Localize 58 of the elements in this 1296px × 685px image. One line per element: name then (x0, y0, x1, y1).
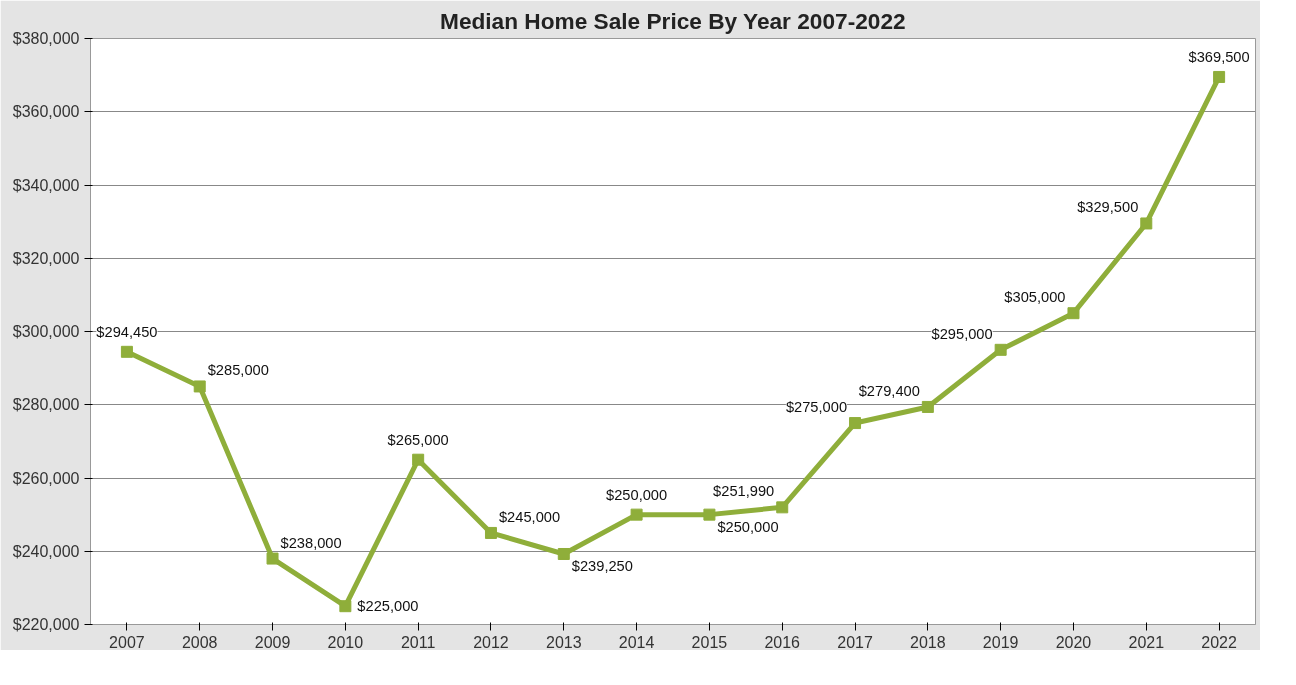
point (1140, 217, 1153, 230)
x-tick-label: 2015 (691, 633, 728, 651)
point (557, 548, 570, 560)
point (266, 552, 279, 565)
x-tick-label: 2017 (837, 633, 873, 651)
x-tick-label: 2011 (400, 633, 436, 651)
point (703, 508, 716, 521)
point (921, 400, 934, 413)
x-tick-label: 2013 (545, 633, 582, 651)
point (776, 501, 789, 514)
y-tick-label: $300,000 (12, 323, 80, 340)
point (193, 380, 206, 393)
x-tick-label: 2009 (254, 633, 291, 651)
data-label: $245,000 (498, 508, 561, 525)
x-tick-label: 2012 (473, 633, 509, 651)
data-label: $294,450 (96, 323, 158, 340)
x-tick-label: 2007 (109, 633, 145, 651)
chart-title: Median Home Sale Price By Year 2007-2022 (440, 7, 906, 34)
x-tick-label: 2021 (1128, 633, 1165, 651)
x-tick-label: 2022 (1201, 633, 1237, 651)
data-label: $251,990 (713, 483, 775, 500)
y-tick-label: $340,000 (12, 176, 80, 194)
x-tick-label: 2008 (181, 633, 218, 651)
data-label: $305,000 (1004, 289, 1066, 306)
data-label: $250,000 (717, 518, 779, 535)
data-label: $275,000 (785, 399, 848, 416)
y-tick-label: $260,000 (12, 469, 80, 487)
x-tick-label: 2010 (327, 633, 364, 651)
data-label: $279,400 (858, 382, 920, 399)
data-label: $265,000 (387, 431, 449, 448)
y-tick-label: $280,000 (12, 396, 80, 414)
y-tick-label: $320,000 (12, 249, 80, 267)
point (1067, 307, 1080, 320)
data-label: $238,000 (280, 534, 342, 551)
data-label: $250,000 (606, 486, 668, 503)
y-tick-label: $220,000 (12, 616, 80, 633)
data-label: $369,500 (1188, 48, 1250, 65)
y-tick-label: $380,000 (12, 30, 80, 47)
x-tick-label: 2019 (982, 633, 1019, 651)
x-tick-label: 2018 (910, 633, 946, 651)
point (120, 345, 133, 358)
point (1213, 70, 1226, 83)
data-label: $239,250 (571, 558, 633, 574)
y-tick-label: $240,000 (12, 542, 80, 560)
data-label: $285,000 (207, 362, 269, 379)
data-label: $225,000 (357, 598, 419, 615)
point (630, 508, 643, 521)
point (339, 600, 352, 613)
x-tick-label: 2016 (764, 633, 801, 651)
data-label: $295,000 (931, 325, 993, 342)
point (412, 453, 425, 466)
x-tick-label: 2014 (618, 633, 655, 651)
point (994, 343, 1007, 356)
point (849, 417, 862, 430)
x-tick-label: 2020 (1055, 633, 1092, 651)
data-label: $329,500 (1077, 199, 1139, 216)
point (484, 526, 497, 539)
y-tick-label: $360,000 (12, 103, 80, 121)
